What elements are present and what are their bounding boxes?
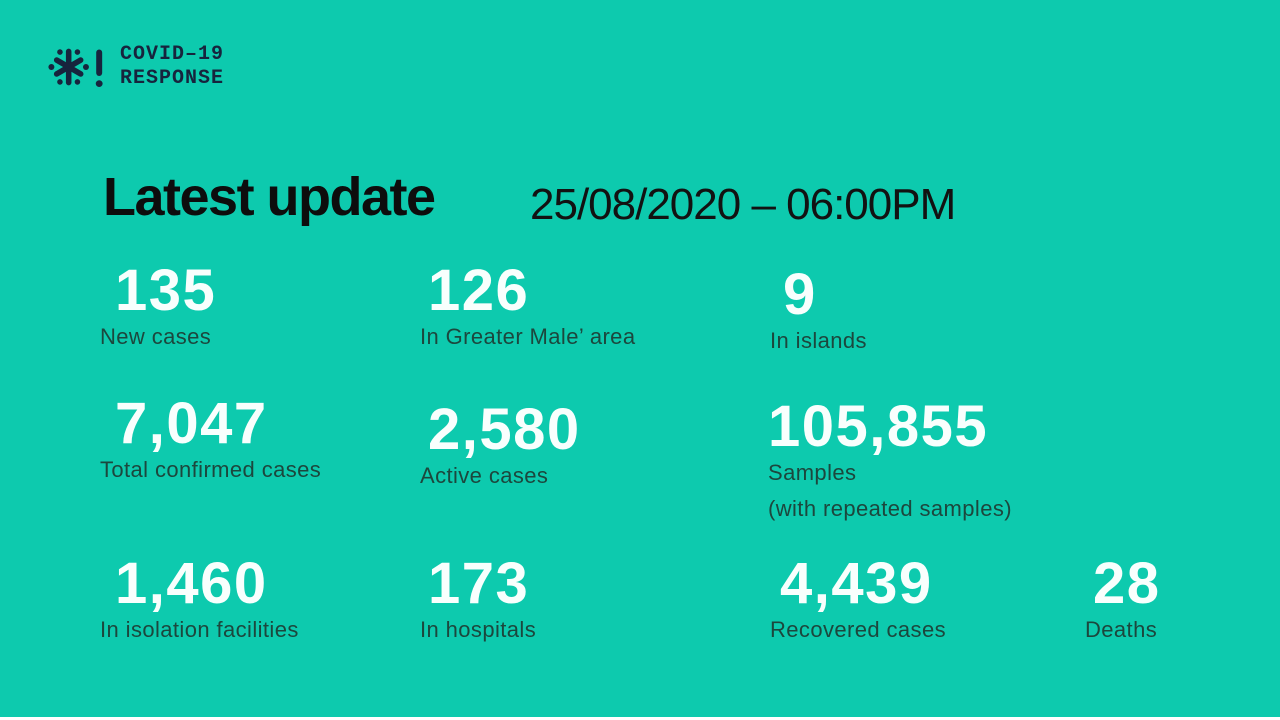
exclamation-icon [95,49,103,88]
stat-samples: 105,855 Samples (with repeated samples) [768,398,1012,522]
covid-response-logo: COVID–19 RESPONSE [45,40,224,94]
stat-label: Deaths [1085,617,1158,642]
update-datetime: 25/08/2020 – 06:00PM [530,180,956,229]
virus-alert-icon [45,40,109,94]
stat-label: In Greater Male’ area [420,324,636,349]
stat-label: New cases [100,324,212,349]
stat-in-hospitals: 173 In hospitals [420,555,536,643]
stat-value: 4,439 [780,551,933,616]
stat-new-cases: 135 New cases [100,262,216,350]
bottom-edge-strip [0,717,1280,720]
stat-label: In islands [770,328,867,353]
stat-active-cases: 2,580 Active cases [420,401,581,489]
stat-value: 126 [428,258,530,323]
stat-recovered-cases: 4,439 Recovered cases [770,555,946,643]
stat-label: Active cases [420,463,549,488]
page-title: Latest update [103,167,436,227]
stat-label: Total confirmed cases [100,457,322,482]
stat-label: In hospitals [420,617,537,642]
stat-value: 1,460 [115,551,268,616]
stat-greater-male-area: 126 In Greater Male’ area [420,262,635,350]
stat-sublabel: (with repeated samples) [768,496,1012,521]
stat-value: 7,047 [115,391,268,456]
stat-deaths: 28 Deaths [1085,555,1161,643]
stat-value: 28 [1093,551,1161,616]
stat-in-islands: 9 In islands [770,266,867,354]
stat-value: 135 [115,258,217,323]
logo-line2: RESPONSE [120,67,225,90]
stat-value: 2,580 [428,397,581,462]
logo-line1: COVID–19 [120,43,225,66]
stat-value: 9 [783,262,817,327]
stat-value: 173 [428,551,530,616]
stat-label: In isolation facilities [100,617,299,642]
stat-isolation-facilities: 1,460 In isolation facilities [100,555,299,643]
stat-total-confirmed-cases: 7,047 Total confirmed cases [100,395,321,483]
stat-value: 105,855 [768,394,989,459]
stat-label: Samples [768,460,857,485]
logo-text: COVID–19 RESPONSE [120,43,224,91]
stat-label: Recovered cases [770,617,946,642]
